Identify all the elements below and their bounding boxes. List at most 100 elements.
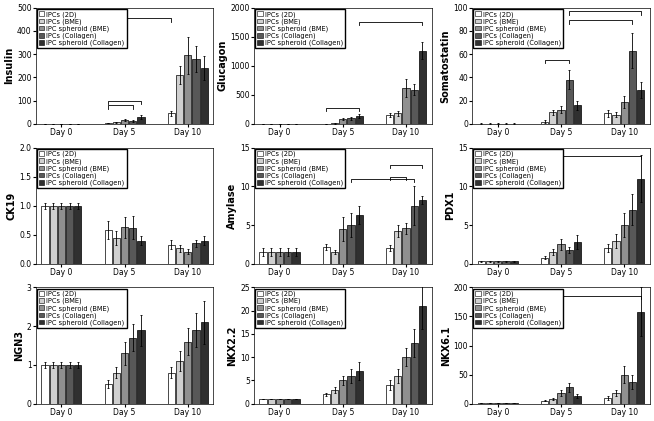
Bar — [386, 385, 393, 404]
Bar — [184, 342, 192, 404]
Bar — [494, 261, 502, 264]
Bar — [322, 247, 330, 264]
Bar — [557, 110, 564, 124]
Legend: IPCs (2D), IPCs (BME), IPC spheroid (BME), IPCs (Collagen), IPC spheroid (Collag: IPCs (2D), IPCs (BME), IPC spheroid (BME… — [255, 289, 345, 328]
Bar — [566, 250, 573, 264]
Bar — [192, 243, 199, 264]
Bar — [267, 252, 275, 264]
Bar — [637, 312, 644, 404]
Bar — [411, 90, 418, 124]
Bar — [331, 123, 338, 124]
Bar — [347, 118, 354, 124]
Bar — [112, 237, 120, 264]
Bar — [192, 59, 199, 124]
Bar — [621, 225, 628, 264]
Bar — [612, 240, 619, 264]
Bar — [394, 231, 402, 264]
Bar — [494, 403, 502, 404]
Bar — [129, 338, 137, 404]
Bar — [411, 343, 418, 404]
Y-axis label: NKX2.2: NKX2.2 — [228, 325, 237, 366]
Bar — [574, 242, 581, 264]
Bar — [356, 371, 363, 404]
Legend: IPCs (2D), IPCs (BME), IPC spheroid (BME), IPCs (Collagen), IPC spheroid (Collag: IPCs (2D), IPCs (BME), IPC spheroid (BME… — [473, 9, 563, 48]
Bar — [394, 376, 402, 404]
Bar — [386, 115, 393, 124]
Bar — [66, 365, 73, 404]
Y-axis label: Amylase: Amylase — [228, 183, 237, 229]
Y-axis label: Somatostatin: Somatostatin — [441, 29, 451, 103]
Bar — [549, 252, 557, 264]
Bar — [394, 114, 402, 124]
Bar — [41, 365, 48, 404]
Bar — [105, 230, 112, 264]
Bar — [112, 122, 120, 124]
Bar — [176, 361, 183, 404]
Bar — [549, 112, 557, 124]
Bar — [502, 403, 509, 404]
Legend: IPCs (2D), IPCs (BME), IPC spheroid (BME), IPCs (Collagen), IPC spheroid (Collag: IPCs (2D), IPCs (BME), IPC spheroid (BME… — [255, 149, 345, 188]
Bar — [176, 248, 183, 264]
Bar — [637, 179, 644, 264]
Y-axis label: Glucagon: Glucagon — [218, 40, 228, 91]
Bar — [121, 120, 128, 124]
Bar — [356, 215, 363, 264]
Legend: IPCs (2D), IPCs (BME), IPC spheroid (BME), IPCs (Collagen), IPC spheroid (Collag: IPCs (2D), IPCs (BME), IPC spheroid (BME… — [473, 149, 563, 188]
Bar — [621, 102, 628, 124]
Bar — [105, 123, 112, 124]
Bar — [292, 252, 300, 264]
Bar — [566, 80, 573, 124]
Bar — [331, 390, 338, 404]
Bar — [58, 365, 65, 404]
Bar — [137, 330, 145, 404]
Bar — [201, 68, 208, 124]
Bar — [105, 384, 112, 404]
Bar — [339, 229, 347, 264]
Bar — [292, 399, 300, 404]
Bar — [541, 258, 548, 264]
Bar — [168, 245, 175, 264]
Bar — [168, 114, 175, 124]
Bar — [402, 228, 409, 264]
Bar — [347, 225, 354, 264]
Y-axis label: NGN3: NGN3 — [14, 330, 24, 361]
Bar — [112, 373, 120, 404]
Bar — [201, 240, 208, 264]
Bar — [574, 105, 581, 124]
Bar — [477, 261, 485, 264]
Bar — [419, 200, 426, 264]
Bar — [629, 51, 636, 124]
Bar — [637, 90, 644, 124]
Bar — [50, 365, 57, 404]
Bar — [629, 381, 636, 404]
Y-axis label: Insulin: Insulin — [4, 47, 14, 85]
Bar — [168, 373, 175, 404]
Bar — [339, 119, 347, 124]
Bar — [74, 206, 81, 264]
Bar — [121, 353, 128, 404]
Bar — [629, 210, 636, 264]
Bar — [50, 206, 57, 264]
Bar — [331, 252, 338, 264]
Bar — [486, 261, 493, 264]
Bar — [486, 403, 493, 404]
Bar — [260, 252, 267, 264]
Bar — [41, 206, 48, 264]
Bar — [284, 252, 292, 264]
Bar — [557, 245, 564, 264]
Bar — [137, 117, 145, 124]
Bar — [419, 306, 426, 404]
Bar — [129, 121, 137, 124]
Bar — [566, 387, 573, 404]
Bar — [574, 396, 581, 404]
Bar — [284, 399, 292, 404]
Bar — [402, 357, 409, 404]
Bar — [137, 240, 145, 264]
Bar — [541, 401, 548, 404]
Bar — [58, 206, 65, 264]
Bar — [386, 248, 393, 264]
Legend: IPCs (2D), IPCs (BME), IPC spheroid (BME), IPCs (Collagen), IPC spheroid (Collag: IPCs (2D), IPCs (BME), IPC spheroid (BME… — [37, 289, 127, 328]
Legend: IPCs (2D), IPCs (BME), IPC spheroid (BME), IPCs (Collagen), IPC spheroid (Collag: IPCs (2D), IPCs (BME), IPC spheroid (BME… — [37, 9, 127, 48]
Bar — [604, 114, 611, 124]
Y-axis label: NKX6.1: NKX6.1 — [441, 325, 451, 366]
